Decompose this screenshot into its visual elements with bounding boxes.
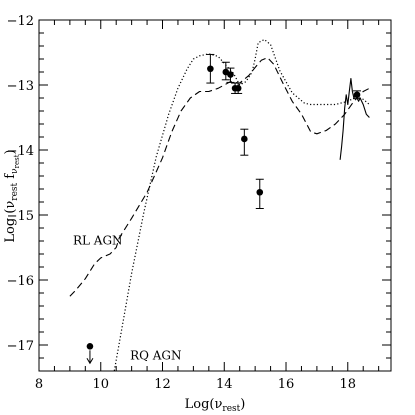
model-curves (69, 38, 370, 371)
data-point (353, 91, 361, 99)
annotations: RL AGN RQ AGN (73, 233, 182, 362)
x-tick-labels: 8 10 12 14 16 18 (35, 377, 356, 392)
y-tick-label: −17 (7, 339, 34, 354)
plot-frame (38, 19, 392, 372)
y-tick-label: −14 (7, 144, 34, 159)
axis-ticks (38, 19, 391, 372)
upper-limit-arrowhead (86, 358, 94, 365)
data-point (234, 84, 242, 92)
y-tick-label: −16 (7, 274, 34, 289)
x-tick-label: 18 (339, 377, 356, 392)
annotation-label: RQ AGN (130, 348, 181, 362)
x-tick-label: 14 (216, 377, 233, 392)
x-tick-label: 12 (154, 377, 171, 392)
y-tick-label: −12 (7, 14, 34, 29)
data-point (207, 65, 214, 73)
curve-dotted (113, 38, 370, 371)
y-tick-label: −13 (7, 79, 34, 94)
x-tick-label: 16 (278, 377, 295, 392)
x-tick-label: 10 (92, 377, 109, 392)
data-points (86, 53, 362, 365)
data-point (227, 71, 234, 78)
data-point (256, 188, 264, 196)
y-axis-title: Log (νrest fνrest) (3, 149, 21, 242)
y-tick-labels: −12 −13 −14 −15 −16 −17 (7, 14, 34, 354)
x-axis-title: Log(νrest) (185, 397, 246, 414)
x-tick-label: 8 (35, 377, 43, 392)
curve-dashed (69, 57, 370, 297)
data-point (241, 135, 248, 143)
y-tick-label: −15 (7, 209, 34, 224)
upper-limit-point (86, 343, 94, 350)
curve-solid (339, 77, 370, 160)
annotation-label: RL AGN (73, 233, 123, 247)
